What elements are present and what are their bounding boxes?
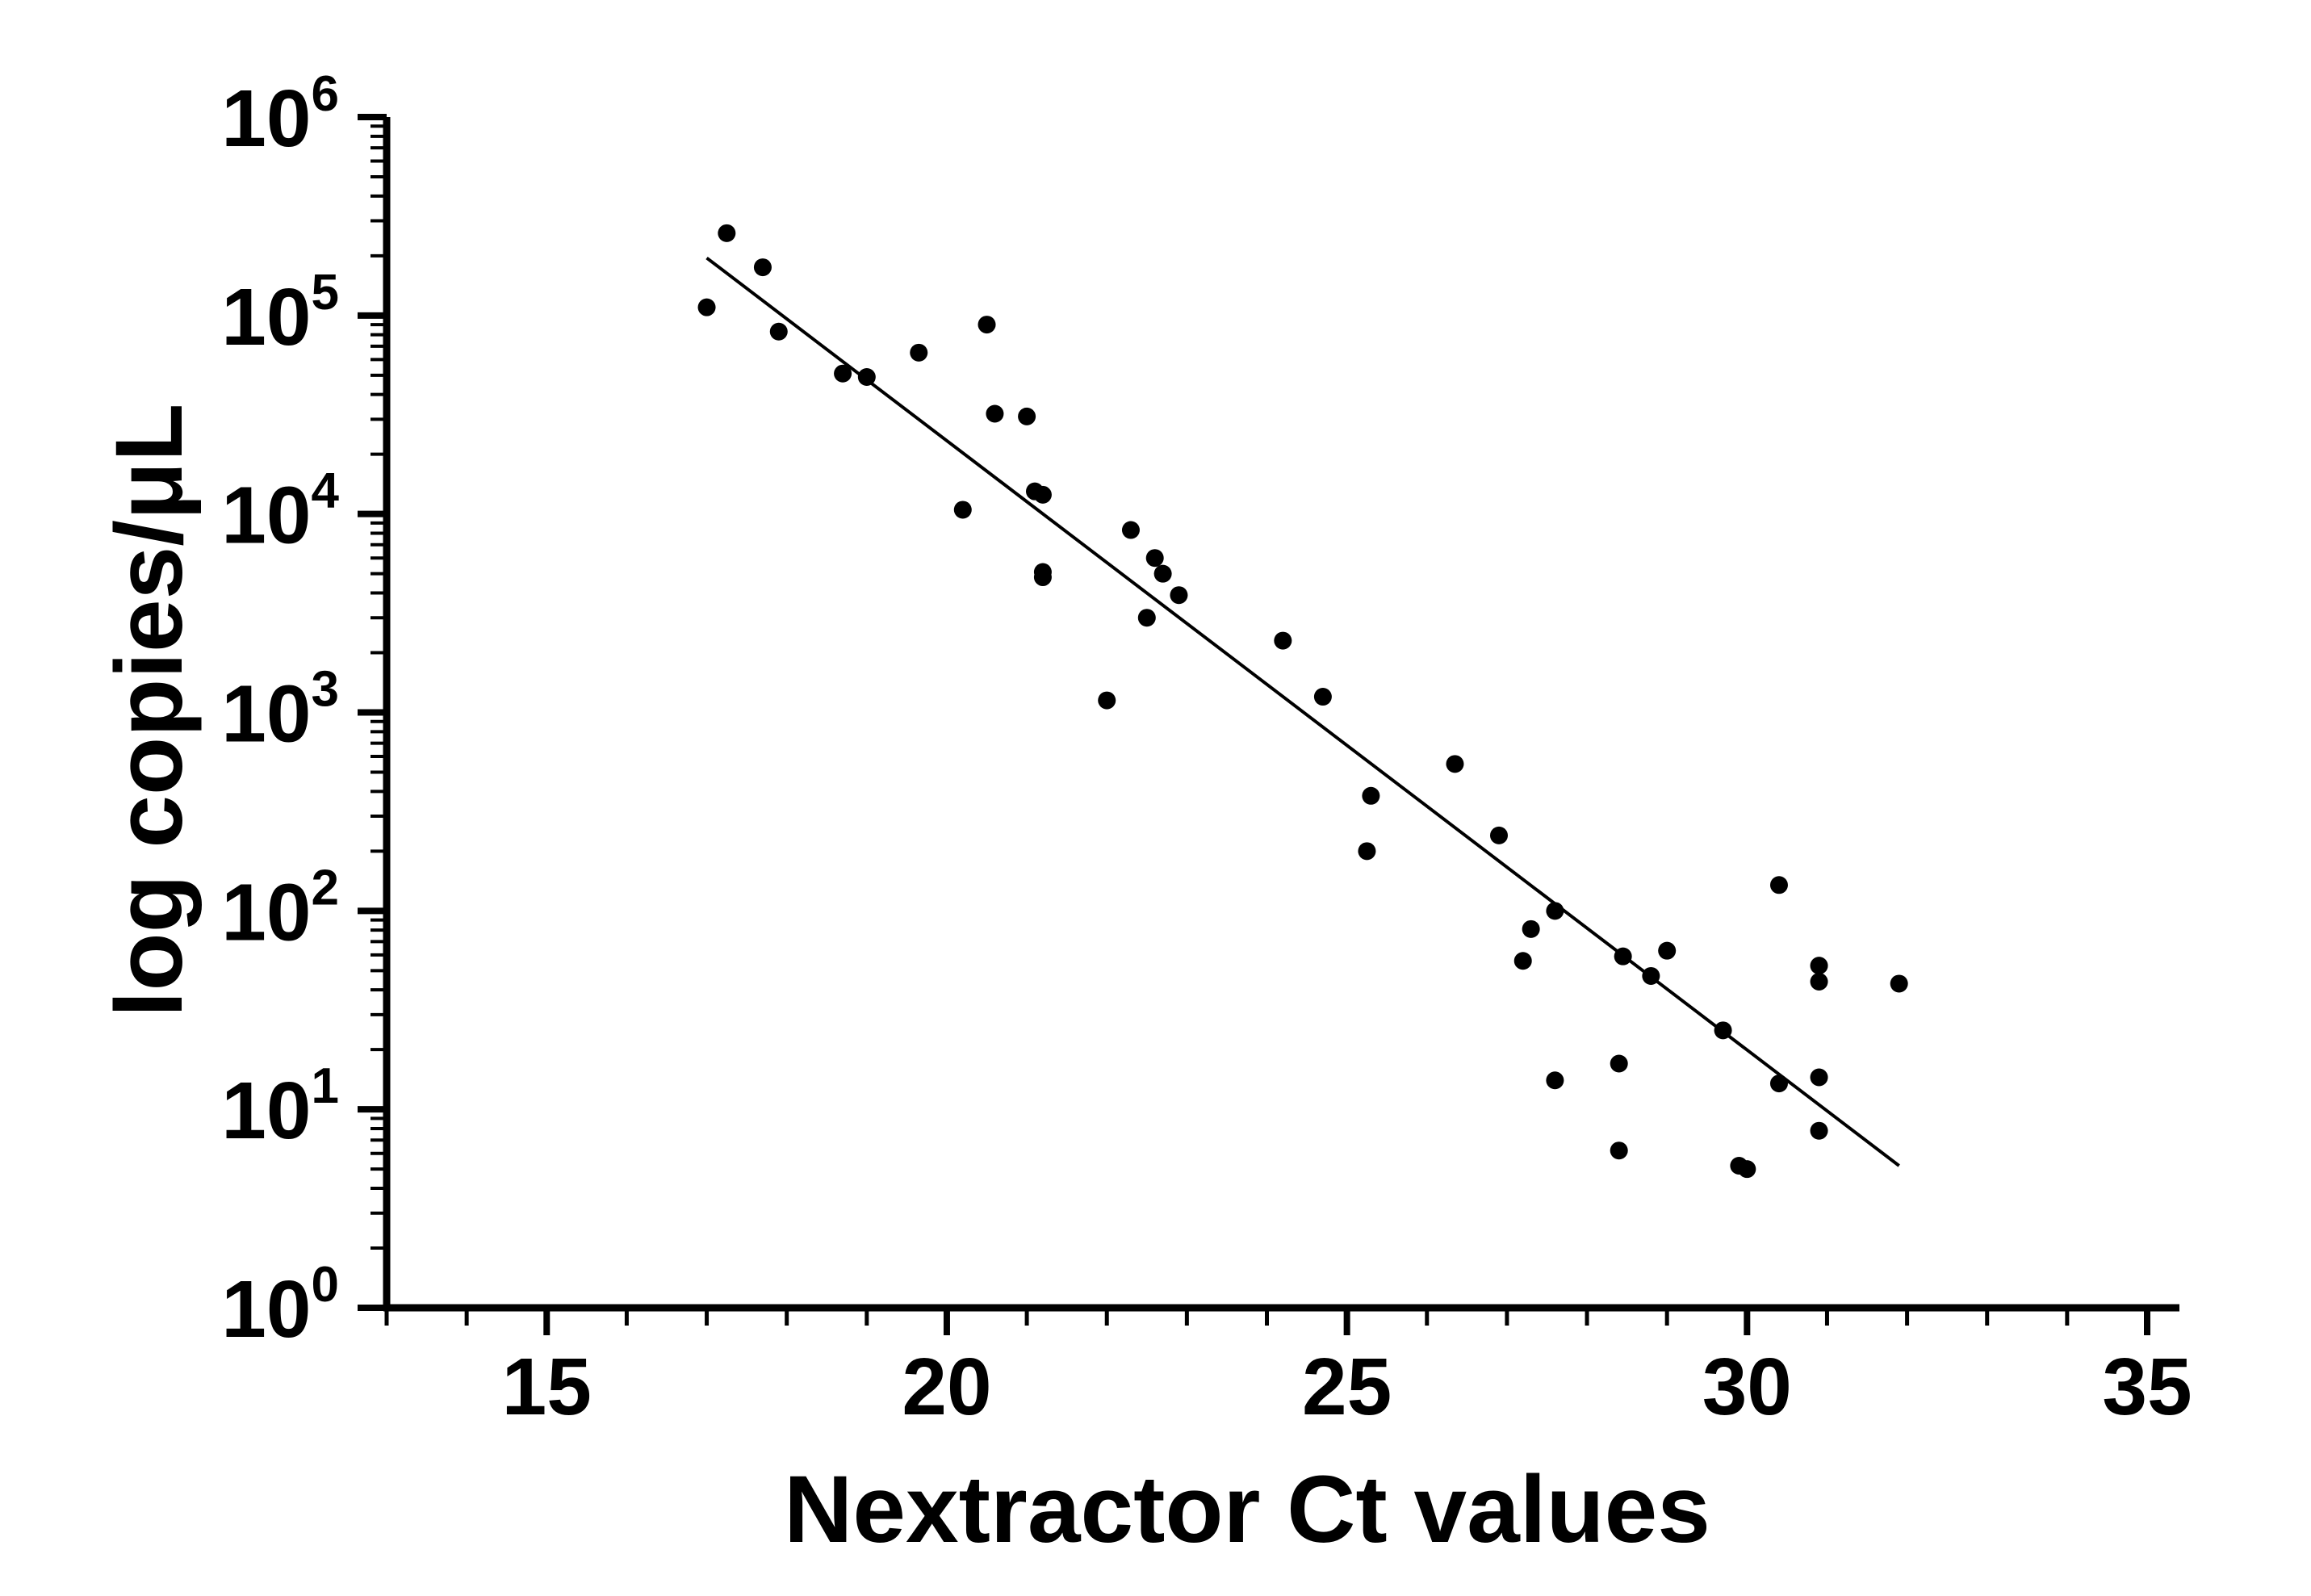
data-point xyxy=(910,343,928,362)
data-point xyxy=(1810,957,1828,975)
data-point xyxy=(697,298,716,316)
data-point xyxy=(1313,688,1332,706)
x-tick-label: 20 xyxy=(902,1342,991,1432)
data-point xyxy=(1121,521,1140,539)
data-point xyxy=(1513,952,1532,970)
data-point xyxy=(986,404,1004,423)
data-points xyxy=(697,224,1908,1179)
data-point xyxy=(1769,1074,1788,1093)
regression-line xyxy=(705,256,1900,1167)
data-point xyxy=(1642,966,1660,985)
data-point xyxy=(1170,586,1188,605)
x-axis-title: Nextractor Ct values xyxy=(784,1456,1710,1563)
y-tick-label: 100 xyxy=(221,1257,339,1355)
data-point xyxy=(1610,1141,1628,1160)
data-point xyxy=(1810,972,1828,991)
y-tick-label: 106 xyxy=(221,66,339,164)
data-point xyxy=(1446,755,1464,773)
y-tick-label: 103 xyxy=(221,662,339,760)
data-point xyxy=(1810,1068,1828,1087)
data-point xyxy=(718,224,736,242)
data-point xyxy=(1658,941,1677,960)
x-axis: 15 20 25 30 35 xyxy=(383,1304,2192,1432)
y-tick-label: 101 xyxy=(221,1058,339,1156)
data-point xyxy=(1714,1021,1732,1040)
plot-area xyxy=(697,224,1908,1179)
data-point xyxy=(1137,609,1156,627)
data-point xyxy=(1810,1121,1828,1140)
data-point xyxy=(1769,876,1788,894)
data-point xyxy=(857,367,876,386)
x-tick-label: 30 xyxy=(1702,1342,1792,1432)
data-point xyxy=(1614,947,1632,966)
x-tick-label: 25 xyxy=(1302,1342,1392,1432)
data-point xyxy=(1610,1054,1628,1073)
data-point xyxy=(1522,919,1540,938)
y-tick-label: 102 xyxy=(221,860,339,957)
data-point xyxy=(1153,564,1172,583)
data-point xyxy=(953,501,972,519)
data-point xyxy=(1145,549,1164,568)
x-tick-label: 15 xyxy=(502,1342,592,1432)
data-point xyxy=(1098,691,1116,710)
data-point xyxy=(1738,1160,1756,1179)
data-point xyxy=(1033,485,1052,504)
data-point xyxy=(1890,974,1908,993)
y-tick-label: 104 xyxy=(221,463,339,561)
data-point xyxy=(1274,631,1292,650)
y-axis: 100 101 102 103 104 105 106 xyxy=(221,66,391,1355)
data-point xyxy=(1362,786,1380,805)
y-axis-title: log copies/μL xyxy=(96,404,203,1018)
data-point xyxy=(834,364,852,383)
data-point xyxy=(1018,407,1036,425)
data-point xyxy=(978,316,996,334)
x-tick-label: 35 xyxy=(2102,1342,2192,1432)
data-point xyxy=(1358,842,1376,861)
data-point xyxy=(753,258,772,277)
data-point xyxy=(1489,826,1508,844)
y-tick-label: 105 xyxy=(221,265,339,362)
data-point xyxy=(1546,902,1564,920)
data-point xyxy=(1033,568,1052,587)
data-point xyxy=(769,322,788,341)
data-point xyxy=(1546,1071,1564,1090)
